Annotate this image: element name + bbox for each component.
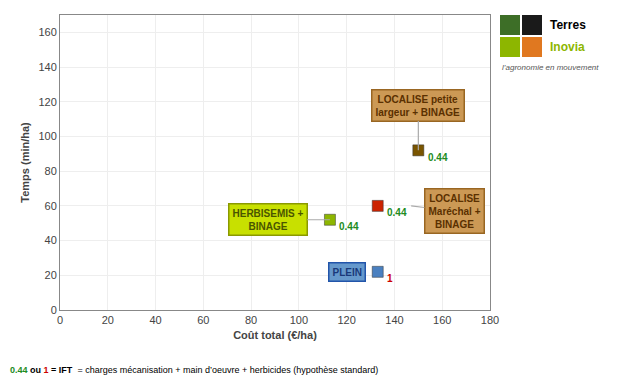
svg-text:100: 100 <box>38 130 56 142</box>
svg-text:0.44: 0.44 <box>428 152 448 163</box>
svg-text:100: 100 <box>290 314 308 326</box>
svg-text:1: 1 <box>387 273 393 284</box>
svg-text:120: 120 <box>337 314 355 326</box>
svg-text:Coût total (€/ha): Coût total (€/ha) <box>233 329 317 341</box>
svg-text:HERBISEMIS +BINAGE: HERBISEMIS +BINAGE <box>233 208 304 232</box>
svg-text:0.44 ou 1 = IFT = charges méc: 0.44 ou 1 = IFT = charges mécanisation +… <box>10 365 378 375</box>
svg-text:180: 180 <box>481 314 499 326</box>
svg-text:0.44: 0.44 <box>387 207 407 218</box>
svg-text:40: 40 <box>45 234 57 246</box>
svg-text:PLEIN: PLEIN <box>333 267 362 278</box>
svg-text:80: 80 <box>45 165 57 177</box>
svg-text:140: 140 <box>385 314 403 326</box>
svg-text:0.44: 0.44 <box>339 221 359 232</box>
svg-text:0: 0 <box>57 314 63 326</box>
svg-text:80: 80 <box>245 314 257 326</box>
svg-text:60: 60 <box>45 200 57 212</box>
svg-text:40: 40 <box>149 314 161 326</box>
svg-text:Inovia: Inovia <box>550 40 585 54</box>
svg-text:160: 160 <box>38 26 56 38</box>
svg-text:LOCALISE petitelargeur + BINAG: LOCALISE petitelargeur + BINAGE <box>376 94 461 118</box>
svg-text:20: 20 <box>45 269 57 281</box>
svg-text:Temps (min/ha): Temps (min/ha) <box>19 122 31 203</box>
svg-text:Terres: Terres <box>550 18 586 32</box>
svg-text:60: 60 <box>197 314 209 326</box>
svg-text:LOCALISEMaréchal +BINAGE: LOCALISEMaréchal +BINAGE <box>429 193 481 230</box>
svg-text:140: 140 <box>38 61 56 73</box>
svg-text:l’agronomie en mouvement: l’agronomie en mouvement <box>502 63 599 72</box>
svg-text:20: 20 <box>102 314 114 326</box>
svg-text:0: 0 <box>51 304 57 316</box>
svg-text:120: 120 <box>38 96 56 108</box>
svg-text:160: 160 <box>433 314 451 326</box>
